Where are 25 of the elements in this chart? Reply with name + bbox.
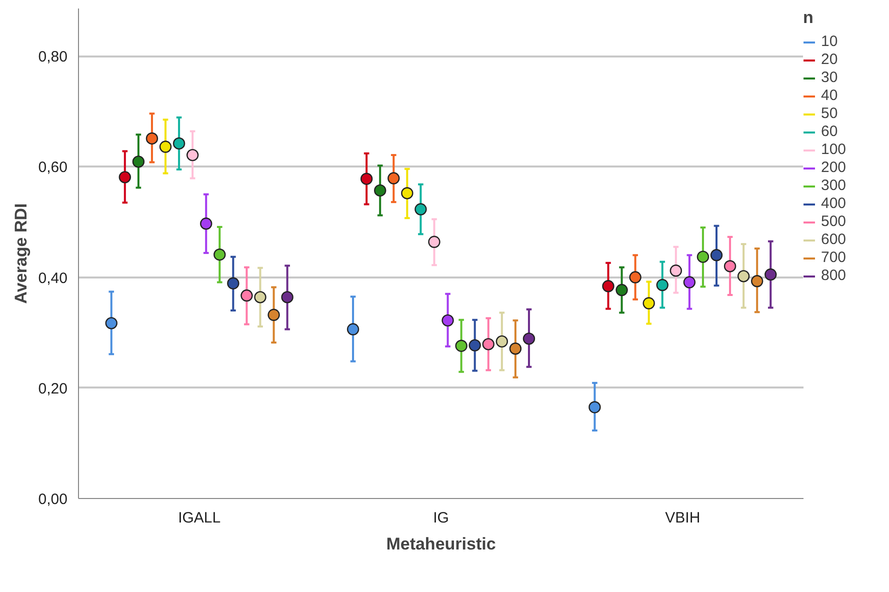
- y-axis-title: Average RDI: [11, 203, 30, 304]
- y-tick-label: 0,80: [38, 48, 68, 66]
- legend-label: 40: [821, 87, 839, 104]
- legend-label: 700: [821, 249, 846, 266]
- legend-label: 50: [821, 105, 839, 122]
- x-tick-label: IGALL: [178, 510, 221, 526]
- legend-label: 60: [821, 123, 839, 140]
- legend-label: 500: [821, 213, 846, 230]
- legend-label: 600: [821, 231, 846, 248]
- legend-label: 10: [821, 33, 839, 50]
- x-tick-label: IG: [433, 510, 449, 526]
- y-tick-label: 0,40: [38, 270, 68, 287]
- legend-label: 20: [821, 51, 839, 68]
- legend-label: 400: [821, 195, 846, 212]
- legend-label: 30: [821, 69, 839, 86]
- legend-label: 800: [821, 267, 846, 284]
- legend-title: n: [803, 8, 814, 28]
- x-axis-title: Metaheuristic: [386, 534, 496, 554]
- y-tick-label: 0,20: [38, 380, 68, 398]
- legend-label: 300: [821, 177, 846, 194]
- y-tick-label: 0,00: [38, 491, 68, 508]
- x-tick-label: VBIH: [665, 510, 700, 526]
- legend-label: 100: [821, 141, 846, 158]
- legend-label: 200: [821, 159, 846, 176]
- y-tick-label: 0,60: [38, 159, 68, 176]
